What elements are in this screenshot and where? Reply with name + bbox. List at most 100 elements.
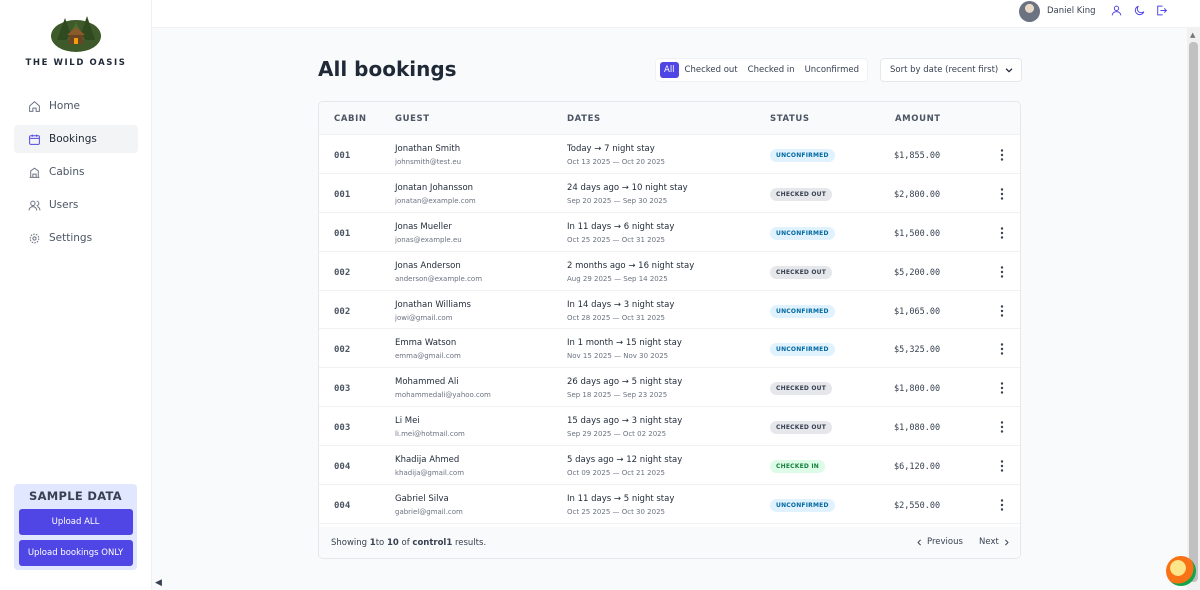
date-range: Oct 09 2025 — Oct 21 2025 [567, 469, 665, 478]
guest-email: jonas@example.eu [395, 235, 462, 244]
amount: $1,855.00 [894, 151, 941, 161]
more-vertical-icon[interactable] [997, 226, 1007, 240]
table-row: 002 Emma Watson emma@gmail.com In 1 month →… [319, 329, 1020, 369]
stay-summary: Today → 7 night stay [567, 144, 655, 154]
date-range: Sep 18 2025 — Sep 23 2025 [567, 391, 668, 400]
scrollbar-thumb[interactable] [1189, 42, 1198, 582]
cabin-number: 002 [334, 267, 351, 278]
amount: $1,065.00 [894, 306, 941, 317]
date-range: Oct 28 2025 — Oct 31 2025 [567, 313, 665, 322]
guest-name: Khadija Ahmed [395, 455, 460, 466]
date-range: Sep 29 2025 — Oct 02 2025 [567, 430, 667, 439]
more-vertical-icon[interactable] [997, 304, 1007, 318]
next-page-button[interactable]: Next [979, 537, 1011, 547]
stay-summary: 5 days ago → 12 night stay [567, 455, 683, 466]
stay-summary: In 11 days → 6 night stay [567, 221, 675, 232]
stay-summary: 2 months ago → 16 night stay [567, 260, 695, 271]
filter-all[interactable]: All [660, 62, 679, 78]
status-filter: All Checked out Checked in Unconfirmed [655, 58, 869, 82]
guest-name: Jonathan Smith [395, 144, 461, 154]
upload-all-button[interactable]: Upload ALL [18, 509, 133, 535]
cabin-number: 002 [334, 306, 351, 317]
assistant-avatar-button[interactable] [1166, 556, 1196, 586]
nav-label: Settings [49, 232, 93, 244]
summary-of-word: of [398, 538, 413, 548]
table-row: 004 Khadija Ahmed khadija@gmail.com 5 days … [319, 446, 1020, 486]
filter-unconfirmed[interactable]: Unconfirmed [801, 62, 863, 78]
more-vertical-icon[interactable] [997, 420, 1007, 434]
more-vertical-icon[interactable] [997, 498, 1007, 512]
table-header: CABIN GUEST DATES STATUS AMOUNT [319, 102, 1020, 135]
scroll-up-icon[interactable]: ▲ [1190, 31, 1196, 39]
amount: $1,080.00 [894, 423, 941, 434]
guest-email: mohammedali@yahoo.com [395, 391, 491, 400]
more-vertical-icon[interactable] [997, 265, 1007, 279]
nav-item-cabins[interactable]: Cabins [14, 158, 138, 186]
more-vertical-icon[interactable] [997, 187, 1007, 201]
cabin-logo-icon [49, 10, 103, 52]
logout-icon[interactable] [1155, 4, 1168, 17]
guest-email: johnsmith@test.eu [395, 158, 462, 166]
guest-email: gabriel@gmail.com [395, 508, 463, 517]
page-title: All bookings [318, 57, 457, 81]
cabin-number: 004 [334, 501, 351, 512]
nav-item-users[interactable]: Users [14, 191, 138, 219]
sample-data-title: SAMPLE DATA [29, 489, 122, 503]
table-row: 003 Mohammed Ali mohammedali@yahoo.com 26 d… [319, 368, 1020, 408]
nav-item-home[interactable]: Home [14, 92, 138, 120]
table-footer: Showing 1to 10 of control1 results. Prev… [319, 527, 1020, 558]
amount: $6,120.00 [894, 462, 941, 473]
cabin-number: 002 [334, 345, 351, 356]
status-badge: UNCONFIRMED [770, 226, 835, 240]
user-icon[interactable] [1110, 4, 1123, 17]
upload-bookings-button[interactable]: Upload bookings ONLY [18, 540, 133, 566]
column-header-dates: DATES [567, 114, 601, 124]
status-badge: UNCONFIRMED [770, 343, 835, 357]
cabin-number: 003 [334, 384, 351, 395]
column-header-amount: AMOUNT [895, 114, 941, 124]
calendar-icon [29, 134, 40, 145]
header: Daniel King [152, 0, 1200, 28]
guest-email: jowi@gmail.com [395, 313, 453, 322]
summary-prefix: Showing [331, 538, 370, 548]
filter-checked-out[interactable]: Checked out [681, 62, 742, 78]
cabin-number: 001 [334, 228, 351, 239]
sample-data-panel: SAMPLE DATA Upload ALL Upload bookings O… [14, 484, 137, 570]
nav-label: Home [49, 100, 81, 112]
guest-email: khadija@gmail.com [395, 469, 465, 478]
nav-item-settings[interactable]: Settings [14, 224, 138, 252]
building-icon [29, 167, 40, 178]
more-vertical-icon[interactable] [997, 342, 1007, 356]
more-vertical-icon[interactable] [997, 459, 1007, 473]
sidebar: THE WILD OASIS Home Bookings Cabins User… [0, 0, 152, 590]
summary-to-word: to [375, 538, 387, 548]
column-header-cabin: CABIN [334, 114, 367, 124]
collapse-sidebar-icon[interactable]: ◀ [155, 578, 162, 588]
stay-summary: In 14 days → 3 night stay [567, 299, 675, 310]
avatar[interactable] [1019, 1, 1040, 22]
gear-icon [29, 233, 40, 243]
table-row: 001 Jonatan Johansson jonatan@example.com 2… [319, 174, 1020, 213]
cabin-number: 004 [334, 462, 351, 473]
previous-label: Previous [927, 537, 963, 547]
amount: $2,550.00 [894, 501, 941, 512]
scrollbar[interactable]: ▲ [1187, 28, 1200, 590]
guest-name: Emma Watson [395, 338, 457, 349]
guest-name: Jonas Mueller [395, 221, 452, 232]
guest-email: jonatan@example.com [395, 196, 476, 205]
more-vertical-icon[interactable] [997, 381, 1007, 395]
stay-summary: 26 days ago → 5 night stay [567, 377, 683, 388]
nav-item-bookings[interactable]: Bookings [14, 125, 138, 153]
status-badge: CHECKED OUT [770, 265, 833, 279]
amount: $5,200.00 [894, 267, 941, 278]
moon-icon[interactable] [1133, 4, 1146, 17]
sort-select[interactable]: Sort by date (recent first) [880, 58, 1022, 82]
status-badge: UNCONFIRMED [770, 499, 835, 513]
more-vertical-icon[interactable] [997, 148, 1007, 162]
filter-checked-in[interactable]: Checked in [744, 62, 799, 78]
summary-to: 10 [386, 538, 399, 548]
previous-page-button[interactable]: Previous [915, 537, 963, 547]
summary-from: 1 [369, 538, 376, 548]
guest-email: anderson@example.com [395, 274, 483, 283]
guest-name: Jonas Anderson [395, 260, 461, 271]
